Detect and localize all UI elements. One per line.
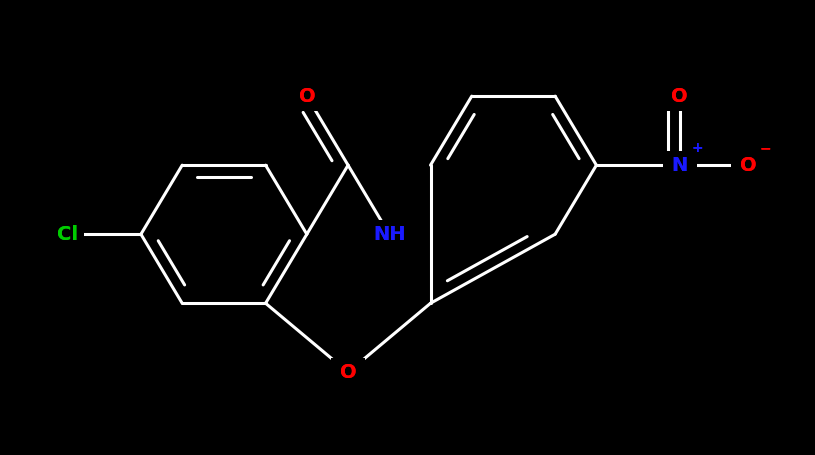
- Text: O: O: [739, 156, 756, 175]
- FancyBboxPatch shape: [663, 151, 697, 180]
- FancyBboxPatch shape: [331, 358, 365, 387]
- Text: NH: NH: [373, 225, 406, 244]
- Text: O: O: [672, 86, 688, 106]
- Text: −: −: [760, 141, 771, 155]
- Text: +: +: [691, 141, 703, 155]
- Text: −: −: [760, 141, 771, 155]
- Text: N: N: [672, 156, 688, 175]
- FancyBboxPatch shape: [51, 220, 84, 248]
- Text: +: +: [691, 141, 703, 155]
- Text: O: O: [340, 363, 356, 382]
- Text: Cl: Cl: [56, 225, 77, 244]
- Text: NH: NH: [373, 225, 406, 244]
- Text: Cl: Cl: [56, 225, 77, 244]
- FancyBboxPatch shape: [372, 220, 406, 248]
- Text: O: O: [298, 86, 315, 106]
- Text: N: N: [672, 156, 688, 175]
- Text: O: O: [672, 86, 688, 106]
- FancyBboxPatch shape: [290, 82, 324, 111]
- FancyBboxPatch shape: [663, 82, 697, 111]
- Text: O: O: [739, 156, 756, 175]
- FancyBboxPatch shape: [731, 151, 764, 180]
- Text: O: O: [340, 363, 356, 382]
- Text: O: O: [298, 86, 315, 106]
